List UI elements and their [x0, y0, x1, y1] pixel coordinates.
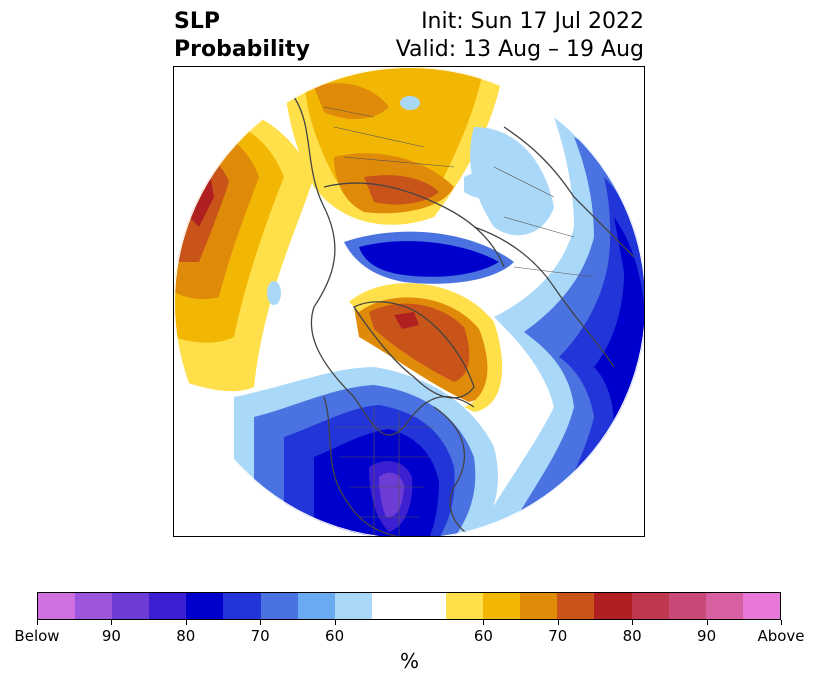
colorbar-segment: [149, 593, 187, 619]
colorbar-tick-mark: [557, 620, 559, 625]
colorbar-tick-mark: [37, 620, 38, 625]
colorbar-segment: [520, 593, 558, 619]
colorbar-tick-mark: [111, 620, 113, 625]
title-line-1: SLP: [174, 9, 220, 34]
borders: [323, 106, 595, 536]
coastlines: [293, 86, 635, 536]
chart-title: SLP Probability: [174, 8, 310, 64]
colorbar-segment: [38, 593, 76, 619]
colorbar-segment: [186, 593, 224, 619]
colorbar-segment: [594, 593, 632, 619]
colorbar-tick-label: Above: [757, 627, 805, 645]
colorbar-tick-mark: [781, 620, 782, 625]
colorbar-tick-mark: [260, 620, 262, 625]
colorbar-segment: [408, 593, 447, 619]
colorbar-segment: [112, 593, 150, 619]
colorbar-tick-label: 70: [250, 627, 270, 645]
colorbar-tick-label: 80: [622, 627, 642, 645]
map-svg: [174, 67, 644, 536]
colorbar: [37, 592, 781, 620]
colorbar-tick-label: 70: [548, 627, 568, 645]
colorbar-tick-label: 60: [325, 627, 345, 645]
colorbar-segment: [371, 593, 409, 619]
colorbar-tick-label: 60: [473, 627, 493, 645]
colorbar-tick-mark: [334, 620, 336, 625]
probability-field: [174, 67, 644, 536]
colorbar-tick-mark: [632, 620, 634, 625]
colorbar-tick-label: 90: [697, 627, 717, 645]
colorbar-segment: [705, 593, 743, 619]
colorbar-tick-label: Below: [14, 627, 60, 645]
colorbar-segment: [483, 593, 521, 619]
colorbar-tick-mark: [185, 620, 187, 625]
colorbar-segment: [223, 593, 261, 619]
colorbar-segment: [557, 593, 595, 619]
colorbar-segment: [631, 593, 669, 619]
colorbar-tick-label: 90: [101, 627, 121, 645]
colorbar-segment: [75, 593, 113, 619]
date-info: Init: Sun 17 Jul 2022 Valid: 13 Aug – 19…: [396, 8, 644, 64]
colorbar-ticks: Below 90 80 70 60 60 70 80 90 Above: [14, 620, 805, 645]
valid-date-range: Valid: 13 Aug – 19 Aug: [395, 37, 644, 62]
colorbar-segment: [446, 593, 484, 619]
colorbar-tick-mark: [483, 620, 485, 625]
colorbar-tick-mark: [706, 620, 708, 625]
colorbar-segment: [334, 593, 372, 619]
title-line-2: Probability: [174, 37, 310, 62]
colorbar-tick-label: 80: [176, 627, 196, 645]
colorbar-segment: [297, 593, 335, 619]
colorbar-segment: [668, 593, 706, 619]
colorbar-unit-label: %: [399, 649, 419, 673]
colorbar-segment: [260, 593, 298, 619]
colorbar-segment: [742, 593, 780, 619]
init-date: Init: Sun 17 Jul 2022: [421, 9, 644, 34]
polar-map: [173, 66, 645, 537]
